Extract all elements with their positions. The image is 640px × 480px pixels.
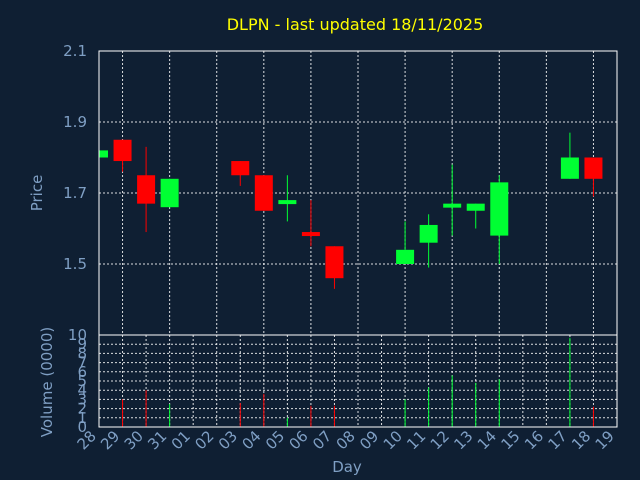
volume-tick-label: 9: [77, 335, 87, 353]
volume-tick-label: 4: [77, 381, 87, 399]
price-tick-label: 1.7: [63, 184, 87, 202]
price-axis-label: Price: [28, 175, 46, 212]
volume-tick-label: 2: [77, 400, 87, 418]
candle-body: [560, 157, 579, 179]
price-tick-label: 1.9: [63, 113, 87, 131]
volume-tick-label: 5: [77, 372, 87, 390]
candle-body: [466, 203, 485, 211]
candle-body: [584, 157, 603, 179]
volume-bars: [122, 337, 594, 427]
candle-body: [231, 161, 250, 176]
candle-body: [490, 182, 509, 236]
volume-tick-label: 10: [68, 326, 87, 344]
candle-body: [443, 203, 462, 208]
volume-tick-label: 8: [77, 344, 87, 362]
x-tick-labels: 2829303101020304050607080910111213141516…: [74, 427, 618, 453]
volume-panel-frame: [98, 334, 618, 428]
candle-body: [325, 246, 344, 279]
candlesticks: [98, 132, 603, 289]
volume-tick-label: 0: [77, 418, 87, 436]
chart-title: DLPN - last updated 18/11/2025: [227, 15, 484, 34]
price-tick-label: 2.1: [63, 42, 87, 60]
price-tick-label: 1.5: [63, 255, 87, 273]
volume-tick-label: 1: [77, 409, 87, 427]
candle-body: [113, 139, 132, 162]
candle-body: [160, 178, 179, 208]
candle-body: [254, 175, 273, 211]
price-tick-labels: 1.5 1.7 1.9 2.1: [63, 42, 87, 273]
volume-axis-label: Volume (0000): [38, 327, 56, 437]
x-axis-label: Day: [332, 458, 362, 476]
candle-body: [419, 224, 438, 243]
volume-tick-label: 3: [77, 390, 87, 408]
volume-tick-label: 7: [77, 354, 87, 372]
candle-body: [301, 232, 320, 237]
candle-body: [278, 200, 297, 205]
candle-body: [99, 150, 108, 158]
candle-body: [396, 249, 415, 264]
candle-body: [137, 175, 156, 204]
volume-tick-label: 6: [77, 363, 87, 381]
